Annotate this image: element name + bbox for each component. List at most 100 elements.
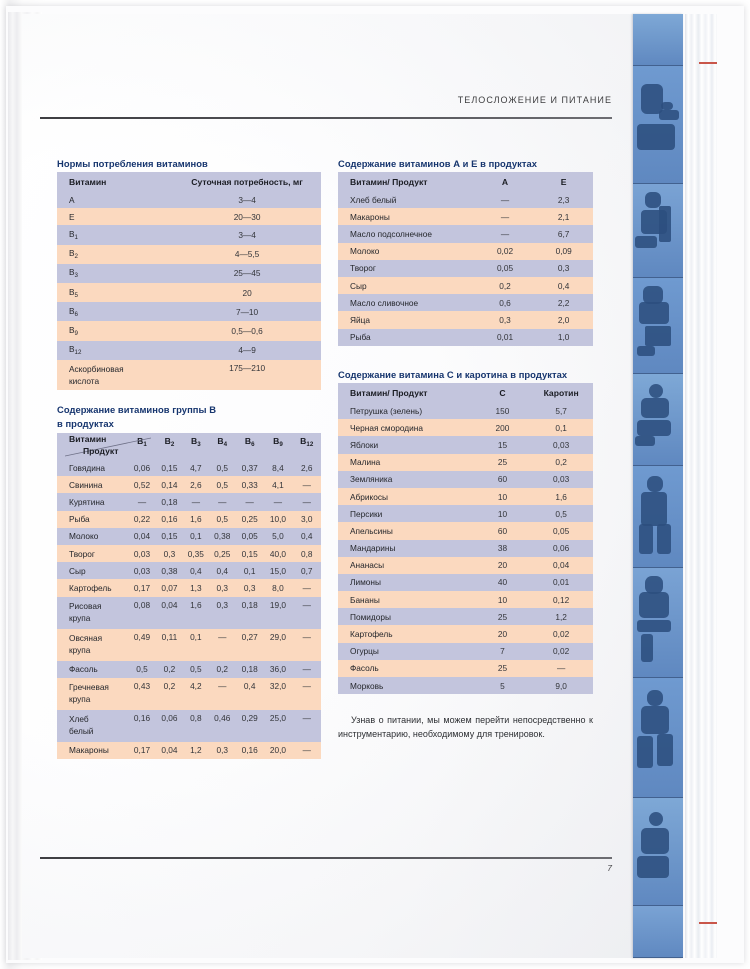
table-norms-body: A 3—4 E 20—30 B1 3—4 B2 4—5,5 B3 25—45 B5 20 B6 7—10 B… [57,191,321,390]
table-c-carotene: Витамин/ Продукт С Каротин Петрушка (зел… [338,383,593,695]
cell-b2: 0,06 [155,709,184,742]
cell-b4: — [208,493,236,511]
table-row: Овсяная крупа 0,49 0,11 0,1—0,27 29,0— [57,628,321,661]
table-row: Апельсины 60 0,05 [338,522,593,540]
cell-product: Макароны [338,208,476,226]
table-row: Сыр 0,03 0,38 0,4 0,4 0,1 15,0 0,7 [57,562,321,580]
cell-b3: 0,5 [183,660,209,678]
cell-carotene: 1,6 [529,487,593,506]
cell-vitamin-c: 38 [475,539,530,557]
cell-b3: 4,7 [183,459,209,477]
cell-b12: — [292,476,321,494]
cell-b2: 0,3 [155,544,184,563]
cell-b2: 0,2 [155,677,184,710]
cell-b3: — [183,493,209,511]
table-row: B6 7—10 [57,302,321,322]
cell-b1: 0,16 [128,709,156,742]
th-ae-a: А [475,172,535,191]
cell-vitamin: B2 [57,244,174,264]
cell-b2: 0,04 [155,741,184,759]
table-row: A 3—4 [57,191,321,209]
athlete-standing-dumbbell-photo [633,466,683,568]
cell-b12: 2,6 [292,459,321,477]
table-c-body: Петрушка (зелень) 150 5,7 Черная смородина 2… [338,402,593,695]
cell-vitamin-c: 20 [475,556,530,574]
cell-product: Молоко [57,527,129,545]
cell-carotene: 0,02 [529,642,593,660]
table-row: Масло подсолнечное —6,7 [338,225,593,243]
cell-daily-need: 20 [173,282,321,303]
cell-b6: 0,18 [235,660,264,678]
cell-b1: 0,5 [128,660,156,678]
table-row: Фасоль 25— [338,659,593,677]
cell-product: Сыр [57,562,129,580]
cell-b2: 0,15 [155,459,184,477]
cell-product: Морковь [338,677,476,695]
cell-product: Помидоры [338,608,476,626]
cell-carotene: — [529,659,593,677]
table-norms-title: Нормы потребления витаминов [57,158,208,169]
cell-daily-need: 4—9 [173,340,321,360]
cell-vitamin-e: 2,2 [534,294,593,312]
table-row: B1 3—4 [57,225,321,245]
cell-b9: 8,4 [263,459,293,477]
table-row: Картофель 0,17 0,07 1,3 0,3 0,3 8,0— [57,579,321,597]
red-registration-tick-top [699,62,717,64]
cell-daily-need: 25—45 [173,263,321,283]
th-b-b3: B3 [183,433,209,459]
cell-b1: — [128,493,156,511]
th-b-b4: B4 [208,433,236,459]
cell-b1: 0,43 [128,677,156,710]
th-b-b2: B2 [155,433,184,459]
cell-vitamin-a: 0,2 [475,276,535,295]
cell-vitamin-c: 15 [475,436,530,454]
cell-vitamin-c: 25 [475,608,530,626]
table-row: Земляника 60 0,03 [338,470,593,488]
table-row: Фасоль 0,5 0,2 0,5 0,2 0,18 36,0— [57,660,321,678]
cell-b9: 5,0 [263,527,293,545]
cell-product: Сыр [338,276,476,295]
cell-product: Рыба [57,510,129,528]
footer-rule [40,857,612,859]
cell-vitamin: B9 [57,321,174,341]
cell-b6: 0,29 [235,709,264,742]
closing-paragraph: Узнав о питании, мы можем перейти непоср… [338,715,593,740]
th-c-carotene: Каротин [529,383,593,402]
table-row: Мандарины 38 0,06 [338,539,593,557]
athlete-leg-machine-photo [633,66,683,184]
cell-product: Земляника [338,470,476,488]
table-row: Бананы 10 0,12 [338,591,593,609]
cell-vitamin-e: 2,3 [534,191,593,209]
table-b-group: Витамин Продукт B1 B2 B3 B4 B6 B9 B12 Говядина… [57,433,321,759]
cell-b3: 0,1 [183,527,209,545]
cell-vitamin-c: 200 [475,419,530,437]
cell-vitamin-c: 10 [475,505,530,523]
cell-product: Творог [338,259,476,277]
table-row: Молоко 0,04 0,15 0,1 0,38 0,05 5,0 0,4 [57,527,321,545]
cell-b2: 0,15 [155,527,184,545]
table-row: Черная смородина 200 0,1 [338,419,593,437]
cell-daily-need: 175—210 [173,359,321,390]
cell-vitamin-c: 25 [475,453,530,471]
th-c-c: С [475,383,530,402]
cell-b6: 0,33 [235,476,264,494]
cell-carotene: 0,12 [529,591,593,609]
cell-product: Персики [338,505,476,523]
athlete-barbell-press-photo [633,14,683,66]
cell-vitamin-e: 1,0 [534,328,593,346]
cell-carotene: 0,05 [529,522,593,540]
cell-b2: 0,2 [155,660,184,678]
cell-b12: — [292,596,321,629]
cell-b9: 4,1 [263,476,293,494]
th-ae-product: Витамин/ Продукт [338,172,476,191]
cell-product: Бананы [338,591,476,609]
table-row: B9 0,5—0,6 [57,321,321,341]
cell-carotene: 0,5 [529,505,593,523]
cell-vitamin-c: 60 [475,470,530,488]
cell-vitamin-e: 0,3 [534,259,593,277]
cell-product: Апельсины [338,522,476,540]
table-ae-body: Хлеб белый —2,3 Макароны —2,1 Масло подсолне… [338,191,593,346]
table-row: E 20—30 [57,208,321,226]
table-row: Малина 25 0,2 [338,453,593,471]
